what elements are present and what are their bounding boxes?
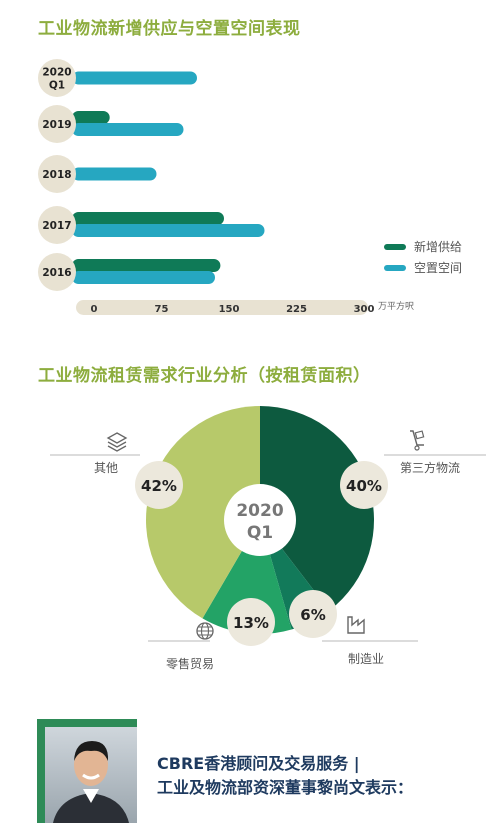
- donut-chart-title: 工业物流租赁需求行业分析（按租赁面积）: [38, 366, 371, 386]
- percent-label: 40%: [346, 477, 382, 495]
- category-label: Q1: [49, 80, 65, 92]
- category-badge: [38, 206, 76, 244]
- bar-vacancy: [72, 71, 197, 85]
- legend-label: 新增供给: [414, 240, 463, 254]
- bar-chart-title: 工业物流新增供应与空置空间表现: [38, 19, 301, 39]
- bar-legend: 新增供给 空置空间: [384, 238, 462, 280]
- slice-label: 零售贸易: [166, 656, 214, 671]
- bar-supply: [72, 212, 224, 225]
- layers-icon: [106, 432, 128, 452]
- slice-label: 第三方物流: [400, 460, 460, 475]
- legend-swatch: [384, 243, 406, 250]
- quote-heading: CBRE香港顾问及交易服务 | 工业及物流部资深董事黎尚文表示：: [157, 752, 413, 800]
- bar-vacancy: [72, 167, 157, 181]
- donut-hole: [224, 484, 296, 556]
- donut-slice: [146, 406, 260, 619]
- bar-supply: [72, 111, 110, 124]
- category-label: 2020: [42, 67, 71, 79]
- category-label: 2018: [42, 169, 71, 181]
- x-tick-label: 0: [91, 304, 98, 315]
- percent-label: 42%: [141, 477, 177, 495]
- donut-slice: [202, 520, 292, 634]
- legend-swatch: [384, 264, 406, 271]
- category-label: 2017: [42, 220, 71, 232]
- hand-truck-icon: [410, 430, 425, 451]
- percent-badge: [340, 461, 388, 509]
- x-axis-strip: [76, 300, 368, 315]
- percent-label: 13%: [233, 614, 269, 632]
- x-tick-label: 300: [354, 304, 375, 315]
- category-label: 2019: [42, 119, 71, 131]
- bar-supply: [72, 259, 221, 272]
- legend-label: 空置空间: [414, 261, 463, 275]
- x-tick-label: 225: [286, 304, 307, 315]
- x-axis-unit: 万平方呎: [378, 302, 415, 312]
- donut-center-label: Q1: [247, 523, 273, 543]
- bar-vacancy: [72, 271, 215, 284]
- bar-vacancy: [72, 224, 265, 237]
- legend-item-vacancy: 空置空间: [384, 259, 462, 276]
- donut-center-label: 2020: [236, 501, 283, 521]
- portrait-photo: [45, 727, 137, 823]
- bar-vacancy: [72, 123, 184, 136]
- percent-badge: [227, 598, 275, 646]
- quote-line-1: CBRE香港顾问及交易服务 |: [157, 754, 360, 773]
- legend-item-supply: 新增供给: [384, 238, 462, 255]
- x-tick-label: 75: [155, 304, 169, 315]
- slice-label: 其他: [94, 461, 118, 475]
- category-badge: [38, 105, 76, 143]
- category-badge: [38, 59, 76, 97]
- x-tick-label: 150: [219, 304, 240, 315]
- portrait-frame: [37, 719, 137, 823]
- category-badge: [38, 155, 76, 193]
- percent-badge: [289, 590, 337, 638]
- percent-label: 6%: [300, 606, 325, 624]
- donut-slice: [260, 406, 374, 611]
- category-badge: [38, 253, 76, 291]
- slice-label: 制造业: [348, 652, 384, 666]
- category-label: 2016: [42, 267, 71, 279]
- quote-line-2: 工业及物流部资深董事黎尚文表示：: [157, 778, 414, 797]
- factory-icon: [347, 616, 365, 634]
- person-silhouette-icon: [53, 741, 129, 823]
- globe-icon: [196, 622, 214, 640]
- percent-badge: [135, 461, 183, 509]
